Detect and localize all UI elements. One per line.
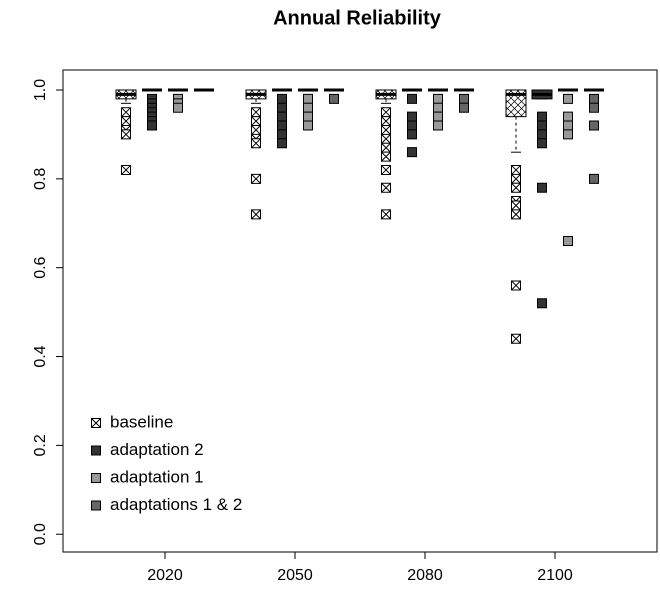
x-tick-label: 2100 <box>537 567 573 584</box>
outlier <box>303 120 313 131</box>
legend-label: adaptation 1 <box>110 467 204 486</box>
outlier <box>147 120 157 131</box>
y-tick-label: 0.4 <box>32 345 49 367</box>
outlier <box>407 147 417 158</box>
outlier <box>251 138 261 149</box>
plot-frame <box>62 69 658 553</box>
x-tick-label: 2050 <box>277 567 313 584</box>
outlier <box>277 111 287 122</box>
outlier <box>381 151 391 162</box>
outlier <box>277 93 287 104</box>
outlier <box>381 124 391 135</box>
outlier <box>251 124 261 135</box>
outlier <box>381 164 391 175</box>
outlier <box>121 116 131 127</box>
outlier <box>407 129 417 140</box>
outlier <box>303 111 313 122</box>
outlier <box>511 280 521 291</box>
legend-marker <box>91 500 101 511</box>
outlier <box>381 107 391 118</box>
outlier <box>251 209 261 220</box>
outlier <box>433 102 443 113</box>
box <box>505 89 527 118</box>
x-tick-label: 2020 <box>147 567 183 584</box>
outlier <box>537 182 547 193</box>
outlier <box>121 107 131 118</box>
chart-title: Annual Reliability <box>273 7 442 29</box>
outlier <box>563 120 573 131</box>
outlier <box>537 111 547 122</box>
legend-label: adaptations 1 & 2 <box>110 495 242 514</box>
outlier <box>303 102 313 113</box>
outlier <box>563 129 573 140</box>
y-tick-label: 0.2 <box>32 434 49 456</box>
legend-marker <box>91 473 101 483</box>
outlier <box>121 164 131 175</box>
legend-label: baseline <box>110 412 173 431</box>
outlier <box>459 93 469 104</box>
outlier <box>511 200 521 211</box>
outlier <box>121 129 131 140</box>
outlier <box>511 182 521 193</box>
legend-label: adaptation 2 <box>110 440 204 459</box>
outlier <box>381 142 391 153</box>
outlier <box>277 120 287 131</box>
outlier <box>433 111 443 122</box>
outlier <box>589 120 599 131</box>
outlier <box>563 93 573 104</box>
outlier <box>433 120 443 131</box>
y-tick-label: 0.0 <box>32 523 49 545</box>
outlier <box>511 164 521 175</box>
outlier <box>407 120 417 131</box>
outlier <box>251 116 261 127</box>
outlier <box>537 120 547 131</box>
outlier <box>407 111 417 122</box>
legend-marker <box>91 418 101 428</box>
outlier <box>589 93 599 104</box>
outlier <box>277 138 287 149</box>
outlier <box>381 116 391 127</box>
x-tick-label: 2080 <box>407 567 443 584</box>
outlier <box>381 133 391 144</box>
y-tick-label: 1.0 <box>32 79 49 101</box>
outlier <box>277 129 287 140</box>
outlier <box>381 209 391 220</box>
outlier <box>563 111 573 122</box>
outlier <box>277 102 287 113</box>
legend-marker <box>91 445 101 456</box>
outlier <box>537 138 547 149</box>
outlier <box>563 236 573 247</box>
outlier <box>537 298 547 309</box>
outlier <box>173 102 183 113</box>
outlier <box>329 93 339 104</box>
outlier <box>537 129 547 140</box>
outlier <box>251 173 261 184</box>
y-tick-label: 0.8 <box>32 168 49 190</box>
y-tick-label: 0.6 <box>32 256 49 278</box>
outlier <box>589 173 599 184</box>
outlier <box>251 107 261 118</box>
outlier <box>511 333 521 344</box>
outlier <box>381 182 391 193</box>
outlier <box>303 93 313 104</box>
outlier <box>511 209 521 220</box>
outlier <box>407 93 417 104</box>
outlier <box>511 173 521 184</box>
outlier <box>433 93 443 104</box>
outlier <box>589 102 599 113</box>
outlier <box>459 102 469 113</box>
